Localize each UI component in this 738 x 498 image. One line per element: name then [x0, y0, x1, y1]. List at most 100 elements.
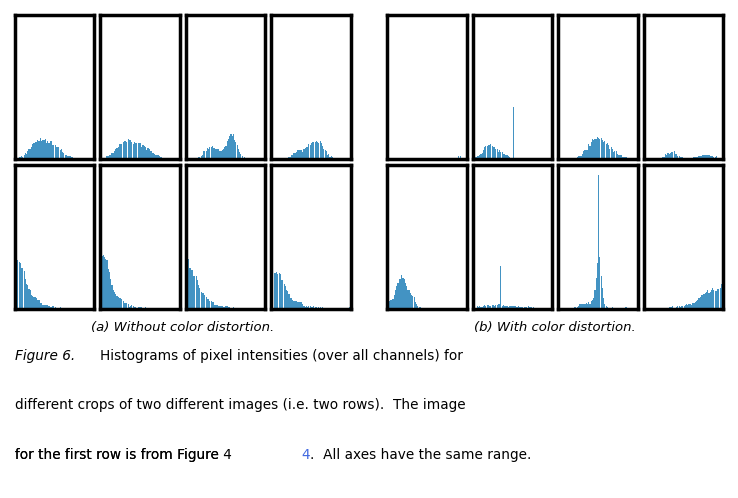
Bar	[317, 308, 318, 309]
Bar	[239, 152, 241, 159]
Bar	[296, 301, 297, 309]
Bar	[482, 152, 483, 159]
Bar	[497, 304, 499, 309]
Bar	[700, 297, 701, 309]
Bar	[215, 149, 217, 159]
Bar	[692, 158, 694, 159]
Bar	[596, 139, 597, 159]
Bar	[53, 145, 55, 159]
Bar	[670, 307, 671, 309]
Bar	[483, 150, 484, 159]
Bar	[581, 304, 582, 309]
Bar	[617, 308, 618, 309]
Bar	[145, 307, 146, 309]
Bar	[478, 307, 479, 309]
Bar	[213, 148, 214, 159]
Bar	[661, 158, 662, 159]
Bar	[461, 158, 462, 159]
Bar	[707, 155, 708, 159]
Bar	[661, 308, 662, 309]
Bar	[271, 264, 272, 309]
Bar	[58, 308, 60, 309]
Bar	[584, 304, 585, 309]
Bar	[327, 308, 328, 309]
Bar	[114, 292, 115, 309]
Bar	[31, 146, 32, 159]
Bar	[398, 283, 399, 309]
Bar	[504, 306, 505, 309]
Bar	[72, 157, 73, 159]
Bar	[665, 154, 666, 159]
Bar	[599, 256, 601, 309]
Bar	[16, 260, 17, 309]
Bar	[586, 149, 587, 159]
Bar	[47, 305, 48, 309]
Bar	[576, 308, 577, 309]
Bar	[106, 156, 108, 159]
Bar	[582, 304, 583, 309]
Bar	[49, 307, 51, 309]
Bar	[519, 307, 520, 309]
Bar	[197, 158, 198, 159]
Bar	[60, 150, 61, 159]
Bar	[233, 134, 234, 159]
Bar	[27, 151, 28, 159]
Bar	[218, 306, 219, 309]
Bar	[40, 138, 41, 159]
Bar	[199, 288, 201, 309]
Bar	[328, 154, 329, 159]
Bar	[312, 142, 313, 159]
Bar	[206, 151, 207, 159]
Bar	[667, 308, 669, 309]
Text: different crops of two different images (i.e. two rows).  The image: different crops of two different images …	[15, 398, 466, 412]
Bar	[692, 303, 694, 309]
Bar	[493, 305, 494, 309]
Bar	[212, 302, 213, 309]
Bar	[301, 150, 302, 159]
Bar	[676, 307, 677, 309]
Bar	[137, 143, 139, 159]
Bar	[717, 289, 718, 309]
Bar	[705, 155, 706, 159]
Bar	[290, 157, 291, 159]
Bar	[488, 145, 489, 159]
Bar	[113, 153, 114, 159]
Bar	[139, 143, 140, 159]
Text: .  All axes have the same range.: . All axes have the same range.	[310, 448, 531, 462]
Bar	[711, 289, 712, 309]
Bar	[608, 145, 609, 159]
Bar	[93, 308, 94, 309]
Bar	[337, 308, 338, 309]
Bar	[35, 297, 36, 309]
Bar	[286, 158, 287, 159]
Bar	[204, 151, 205, 159]
Bar	[102, 255, 103, 309]
Bar	[52, 144, 53, 159]
Bar	[153, 153, 154, 159]
Bar	[318, 307, 320, 309]
Bar	[511, 306, 513, 309]
Bar	[671, 307, 672, 309]
Bar	[503, 154, 504, 159]
Bar	[721, 284, 722, 309]
Bar	[691, 158, 692, 159]
Bar	[123, 142, 124, 159]
Bar	[124, 303, 125, 309]
Bar	[142, 308, 144, 309]
Bar	[307, 147, 308, 159]
Bar	[119, 298, 120, 309]
Bar	[460, 156, 461, 159]
Bar	[64, 308, 66, 309]
Bar	[670, 153, 671, 159]
Bar	[625, 307, 627, 309]
Bar	[574, 307, 576, 309]
Bar	[402, 278, 404, 309]
Bar	[490, 144, 492, 159]
Bar	[509, 306, 510, 309]
Bar	[62, 308, 63, 309]
Bar	[676, 154, 677, 159]
Bar	[17, 158, 18, 159]
Bar	[215, 305, 217, 309]
Bar	[659, 158, 660, 159]
Bar	[37, 300, 38, 309]
